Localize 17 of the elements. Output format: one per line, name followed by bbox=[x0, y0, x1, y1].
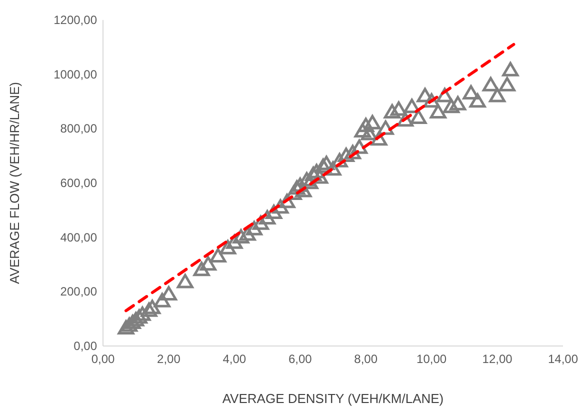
y-axis-title: AVERAGE FLOW (VEH/HR/LANE) bbox=[7, 82, 22, 284]
y-tick-label: 400,00 bbox=[60, 230, 98, 244]
x-tick-label: 2,00 bbox=[157, 352, 181, 366]
x-tick-label: 14,00 bbox=[548, 352, 578, 366]
y-tick-label: 600,00 bbox=[60, 176, 98, 190]
x-tick-label: 6,00 bbox=[288, 352, 312, 366]
y-tick-label: 1200,00 bbox=[54, 13, 98, 27]
x-tick-label: 0,00 bbox=[91, 352, 115, 366]
y-tick-label: 800,00 bbox=[60, 122, 98, 136]
x-axis-title: AVERAGE DENSITY (VEH/KM/LANE) bbox=[222, 391, 444, 406]
y-tick-label: 1000,00 bbox=[54, 67, 98, 82]
x-tick-label: 8,00 bbox=[354, 352, 378, 366]
x-tick-label: 12,00 bbox=[482, 352, 513, 366]
x-tick-label: 10,00 bbox=[416, 352, 447, 366]
x-tick-label: 4,00 bbox=[222, 352, 246, 366]
y-tick-label: 200,00 bbox=[60, 284, 98, 299]
y-tick-label: 0,00 bbox=[74, 339, 98, 353]
